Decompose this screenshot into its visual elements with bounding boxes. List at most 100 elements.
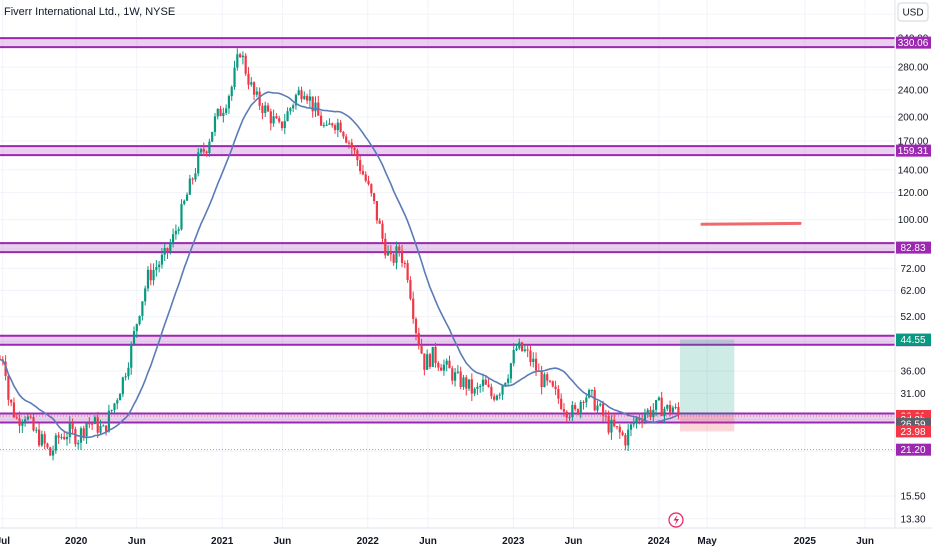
- candle-body: [314, 102, 317, 112]
- candle-body: [65, 437, 69, 440]
- candle-body: [219, 108, 222, 117]
- candle-body: [400, 250, 404, 263]
- candle-body: [297, 90, 300, 95]
- level-band-4[interactable]: [0, 413, 895, 423]
- candle-body: [498, 394, 501, 396]
- candle-body: [621, 432, 624, 436]
- earnings-event-icon[interactable]: [668, 512, 684, 528]
- candle-body: [590, 390, 593, 392]
- gridlines: [0, 0, 895, 528]
- candle-body: [306, 95, 309, 101]
- support-resistance-levels[interactable]: [0, 37, 895, 424]
- level-band-2[interactable]: [0, 243, 895, 253]
- candlesticks: [0, 48, 680, 461]
- candle-body: [300, 90, 303, 100]
- candle-body: [26, 416, 30, 420]
- candle-body: [615, 426, 619, 428]
- price-badge-2: [896, 241, 931, 254]
- y-tick-label: 36.00: [900, 367, 925, 378]
- x-tick-label: 2023: [502, 536, 525, 547]
- currency-button[interactable]: USD: [897, 2, 929, 22]
- level-band-0[interactable]: [0, 38, 895, 48]
- candle-body: [333, 125, 337, 131]
- price-badge-9: [896, 425, 931, 438]
- time-axis-ticks[interactable]: Jul 2020 Jun 2021 Jun 2022 Jun 2023 Jun 2024 May 20…: [0, 536, 874, 547]
- profit-zone[interactable]: [680, 339, 735, 416]
- candle-body: [534, 358, 538, 371]
- candle-body: [258, 91, 261, 106]
- x-tick-label: Jun: [856, 536, 874, 547]
- candle-body: [370, 184, 373, 194]
- candle-body: [546, 374, 549, 381]
- level-band-3[interactable]: [0, 335, 895, 345]
- candle-body: [398, 246, 401, 251]
- candle-body: [543, 374, 546, 388]
- candle-body: [99, 426, 102, 433]
- candle-body: [82, 428, 85, 437]
- candle-body: [663, 408, 666, 416]
- x-tick-label: May: [697, 536, 717, 547]
- candle-body: [174, 230, 177, 235]
- candle-body: [657, 397, 660, 401]
- candle-body: [283, 121, 286, 129]
- candle-body: [350, 142, 353, 148]
- x-tick-label: Jun: [273, 536, 291, 547]
- long-position-tool[interactable]: [680, 339, 735, 432]
- candle-body: [560, 398, 563, 409]
- candle-body: [57, 435, 60, 438]
- candle-body: [507, 378, 510, 383]
- candle-body: [420, 344, 423, 354]
- candle-body: [353, 147, 356, 151]
- candle-body: [339, 122, 342, 133]
- candle-body: [495, 395, 499, 400]
- candle-body: [504, 382, 507, 386]
- candle-body: [574, 405, 577, 410]
- candle-body: [205, 151, 208, 154]
- candle-body: [635, 418, 638, 423]
- candle-body: [381, 223, 384, 239]
- candle-body: [199, 149, 203, 153]
- currency-label[interactable]: USD: [902, 8, 923, 19]
- candle-body: [426, 354, 429, 370]
- candle-body: [414, 318, 418, 334]
- candle-body: [551, 381, 554, 387]
- candle-body: [77, 442, 80, 445]
- candle-body: [247, 73, 250, 85]
- candle-body: [384, 238, 387, 256]
- candle-body: [278, 118, 281, 122]
- candle-body: [652, 409, 655, 418]
- candle-body: [169, 243, 172, 252]
- price-badge-label: 82.83: [900, 243, 925, 254]
- candle-body: [632, 422, 635, 425]
- candle-body: [356, 150, 359, 161]
- candle-body: [102, 425, 105, 427]
- candle-body: [342, 132, 345, 137]
- candle-body: [643, 414, 647, 422]
- candle-body: [144, 288, 147, 302]
- lightning-icon[interactable]: [673, 514, 680, 526]
- projection-line[interactable]: [700, 221, 802, 226]
- candle-body: [412, 298, 415, 319]
- candle-body: [211, 131, 214, 142]
- candle-body: [135, 324, 138, 332]
- x-tick-label: 2022: [357, 536, 380, 547]
- candle-body: [654, 400, 658, 410]
- candle-body: [74, 429, 77, 445]
- candle-body: [568, 417, 571, 419]
- candle-body: [7, 376, 10, 400]
- candle-body: [138, 315, 141, 325]
- candle-body: [373, 193, 376, 202]
- candle-body: [130, 344, 133, 368]
- candle-body: [275, 116, 278, 119]
- loss-zone[interactable]: [680, 415, 735, 432]
- candle-body: [132, 331, 136, 345]
- candle-body: [233, 67, 236, 87]
- level-band-1[interactable]: [0, 146, 895, 156]
- currency-button-frame[interactable]: [897, 2, 929, 22]
- y-tick-label: 52.00: [900, 312, 925, 323]
- candle-body: [548, 380, 552, 382]
- candle-body: [666, 404, 669, 409]
- candle-body: [272, 116, 275, 124]
- candle-body: [264, 105, 267, 114]
